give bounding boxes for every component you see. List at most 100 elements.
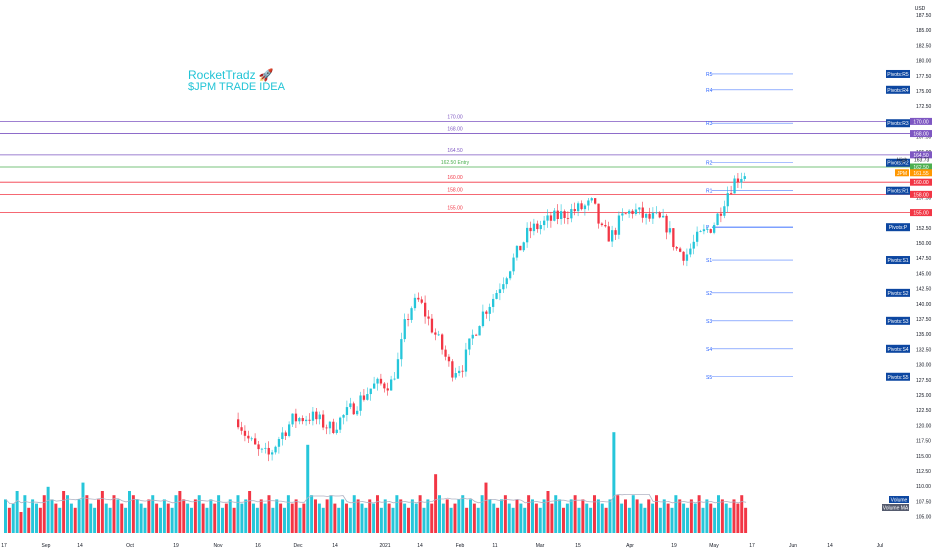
volume-bar [426, 499, 430, 533]
candle-body [288, 424, 291, 436]
time-axis[interactable]: 17 Sep 14 Oct 19 Nov 16 Dec 14 2021 14 Feb 11 Mar 15 Ap… [1, 543, 883, 549]
volume-bar [294, 499, 298, 533]
candle-body [689, 248, 692, 255]
volume-bar [678, 499, 682, 533]
volume-bar [4, 499, 7, 533]
volume-bar [232, 507, 236, 533]
pivot-tag-box [886, 316, 910, 325]
volume-bar [562, 507, 565, 533]
volume-bar [286, 495, 290, 533]
volume-bar [131, 495, 135, 533]
candle-body [696, 231, 699, 242]
volume-bar [170, 507, 174, 533]
candle-body [420, 299, 423, 303]
volume-bar [445, 499, 449, 533]
candle-body [583, 205, 587, 210]
volume-bar [612, 432, 616, 533]
candle-body [471, 334, 474, 339]
price-tick-label: 152.50 [916, 226, 932, 232]
price-tick-label: 112.50 [916, 469, 931, 475]
candle-body [662, 215, 665, 218]
candle-body [621, 213, 624, 216]
time-tick-label: 14 [332, 543, 338, 549]
candle-body [247, 435, 250, 439]
axis-badge-label: 158.00 [913, 192, 929, 198]
candle-body [597, 203, 600, 224]
pivot-name: R4 [706, 88, 713, 94]
volume-bar [496, 507, 500, 533]
volume-bar [379, 507, 383, 533]
candle-body [736, 178, 740, 183]
volume-bar [399, 499, 403, 533]
volume-bar [666, 503, 670, 533]
volume-bar [279, 503, 283, 533]
time-tick-label: Oct [126, 543, 134, 549]
candle-body [726, 193, 729, 207]
volume-bar [658, 507, 662, 533]
candle-body [634, 209, 638, 214]
price-tick-label: 127.50 [916, 378, 932, 384]
axis-badge-label: 162.50 [913, 165, 929, 171]
time-tick-label: Nov [214, 543, 223, 549]
volume-bar [97, 499, 100, 533]
volume-bar [635, 499, 639, 533]
volume-bar [674, 495, 678, 533]
volume-bar [434, 474, 438, 533]
price-tick-label: 175.00 [916, 89, 932, 95]
volume-bar [585, 503, 589, 533]
price-tick-label: 182.50 [916, 43, 932, 49]
volume-bar [631, 495, 635, 533]
candle-body [675, 247, 678, 249]
candle-body [464, 349, 468, 372]
price-level-label: 164.50 [447, 148, 463, 154]
candle-body [512, 257, 515, 272]
time-tick-label: Mar [536, 543, 545, 549]
price-axis[interactable]: USD 105.00 107.50 110.00 112.50 115.00 117.50 1… [915, 6, 932, 521]
candle-body [488, 306, 491, 314]
candle-body [509, 271, 512, 279]
volume-bar [728, 507, 732, 533]
time-tick-label: 14 [827, 543, 833, 549]
candle-body [498, 289, 502, 293]
volume-bar [624, 499, 627, 533]
candle-body [281, 432, 284, 440]
volume-bar [283, 507, 286, 533]
volume-bar [108, 507, 112, 533]
volume-bar [558, 499, 562, 533]
volume-bar [720, 499, 724, 533]
volume-bar [476, 507, 480, 533]
pivot-name: R3 [706, 121, 713, 127]
candle-body [424, 302, 427, 317]
pivot-tag-label: Pivots:P [889, 225, 908, 231]
candle-body [352, 403, 355, 415]
volume-bar [151, 495, 155, 533]
pivot-tag-box [886, 223, 910, 232]
price-levels: 170.00 168.00 164.50 162.50 Entry 160.00 158.… [0, 114, 912, 214]
volume-ma-tag-box [882, 504, 909, 511]
volume-bar [186, 503, 190, 533]
pivot-tag-label: Pivots:R4 [887, 88, 909, 94]
pivot-name: R5 [706, 72, 713, 78]
volume-bar [89, 503, 93, 533]
volume-bar [271, 507, 275, 533]
volume-bar [581, 499, 585, 533]
volume-bar [693, 503, 697, 533]
volume-bar [298, 507, 302, 533]
volume-bar [124, 507, 128, 533]
volume-bar [356, 499, 360, 533]
volume-bar [565, 503, 569, 533]
volume-bar [224, 503, 228, 533]
volume-bar [228, 499, 232, 533]
candle-body [570, 209, 573, 219]
candle-body [267, 447, 270, 455]
rocket-icon: 🚀 [258, 68, 274, 82]
candle-body [332, 421, 335, 433]
volume-bar [639, 503, 643, 533]
pivot-tag-box [886, 288, 910, 297]
candle-body [485, 311, 488, 314]
volume-bar [709, 503, 713, 533]
volume-bar [744, 507, 748, 533]
currency-label: USD [915, 6, 926, 12]
candle-body [733, 178, 736, 194]
